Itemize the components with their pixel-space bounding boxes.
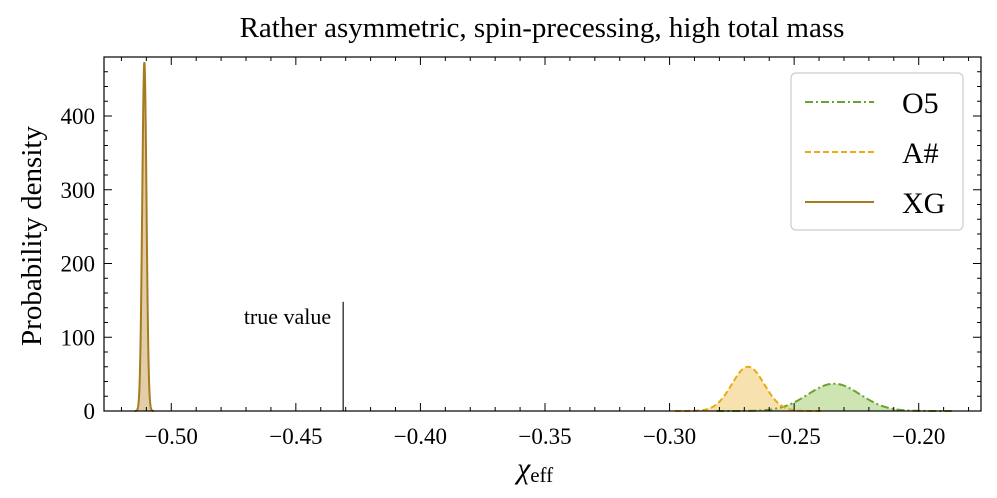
y-tick-label: 300 — [61, 178, 96, 203]
true-value-label: true value — [244, 304, 331, 329]
density-fill-0 — [716, 383, 952, 411]
y-tick-label: 0 — [84, 399, 96, 424]
legend-label-2: XG — [902, 187, 945, 220]
axis-ticks: −0.50 −0.45 −0.40 −0.35 −0.30 −0.25 −0.20 0 100 2… — [61, 56, 981, 449]
legend-box — [790, 72, 964, 231]
y-tick-label: 400 — [61, 104, 96, 129]
density-fills — [134, 62, 952, 411]
x-axis-label: χeff — [514, 452, 553, 487]
x-tick-label: −0.20 — [892, 424, 945, 449]
legend: O5 A# XG — [790, 72, 964, 231]
density-fill-1 — [675, 366, 821, 411]
legend-label-1: A# — [902, 137, 939, 170]
x-tick-label: −0.45 — [269, 424, 322, 449]
legend-label-0: O5 — [902, 87, 939, 120]
x-tick-label: −0.30 — [643, 424, 696, 449]
y-axis-label: Probability density — [16, 126, 48, 346]
true-value-marker: true value — [244, 301, 344, 411]
y-tick-label: 100 — [61, 325, 96, 350]
x-tick-label: −0.50 — [145, 424, 198, 449]
x-axis-label-sub: eff — [530, 463, 553, 487]
x-tick-label: −0.35 — [518, 424, 571, 449]
density-fill-2 — [134, 62, 154, 411]
x-axis-label-main: χ — [514, 452, 531, 485]
density-curve-2 — [134, 61, 154, 412]
legend-entries: O5 A# XG — [805, 87, 945, 220]
x-tick-label: −0.25 — [768, 424, 821, 449]
chart-title: Rather asymmetric, spin-precessing, high… — [240, 12, 845, 44]
plot-frame — [103, 56, 982, 412]
x-tick-label: −0.40 — [394, 424, 447, 449]
density-curve-1 — [675, 365, 821, 412]
y-tick-label: 200 — [61, 252, 96, 277]
